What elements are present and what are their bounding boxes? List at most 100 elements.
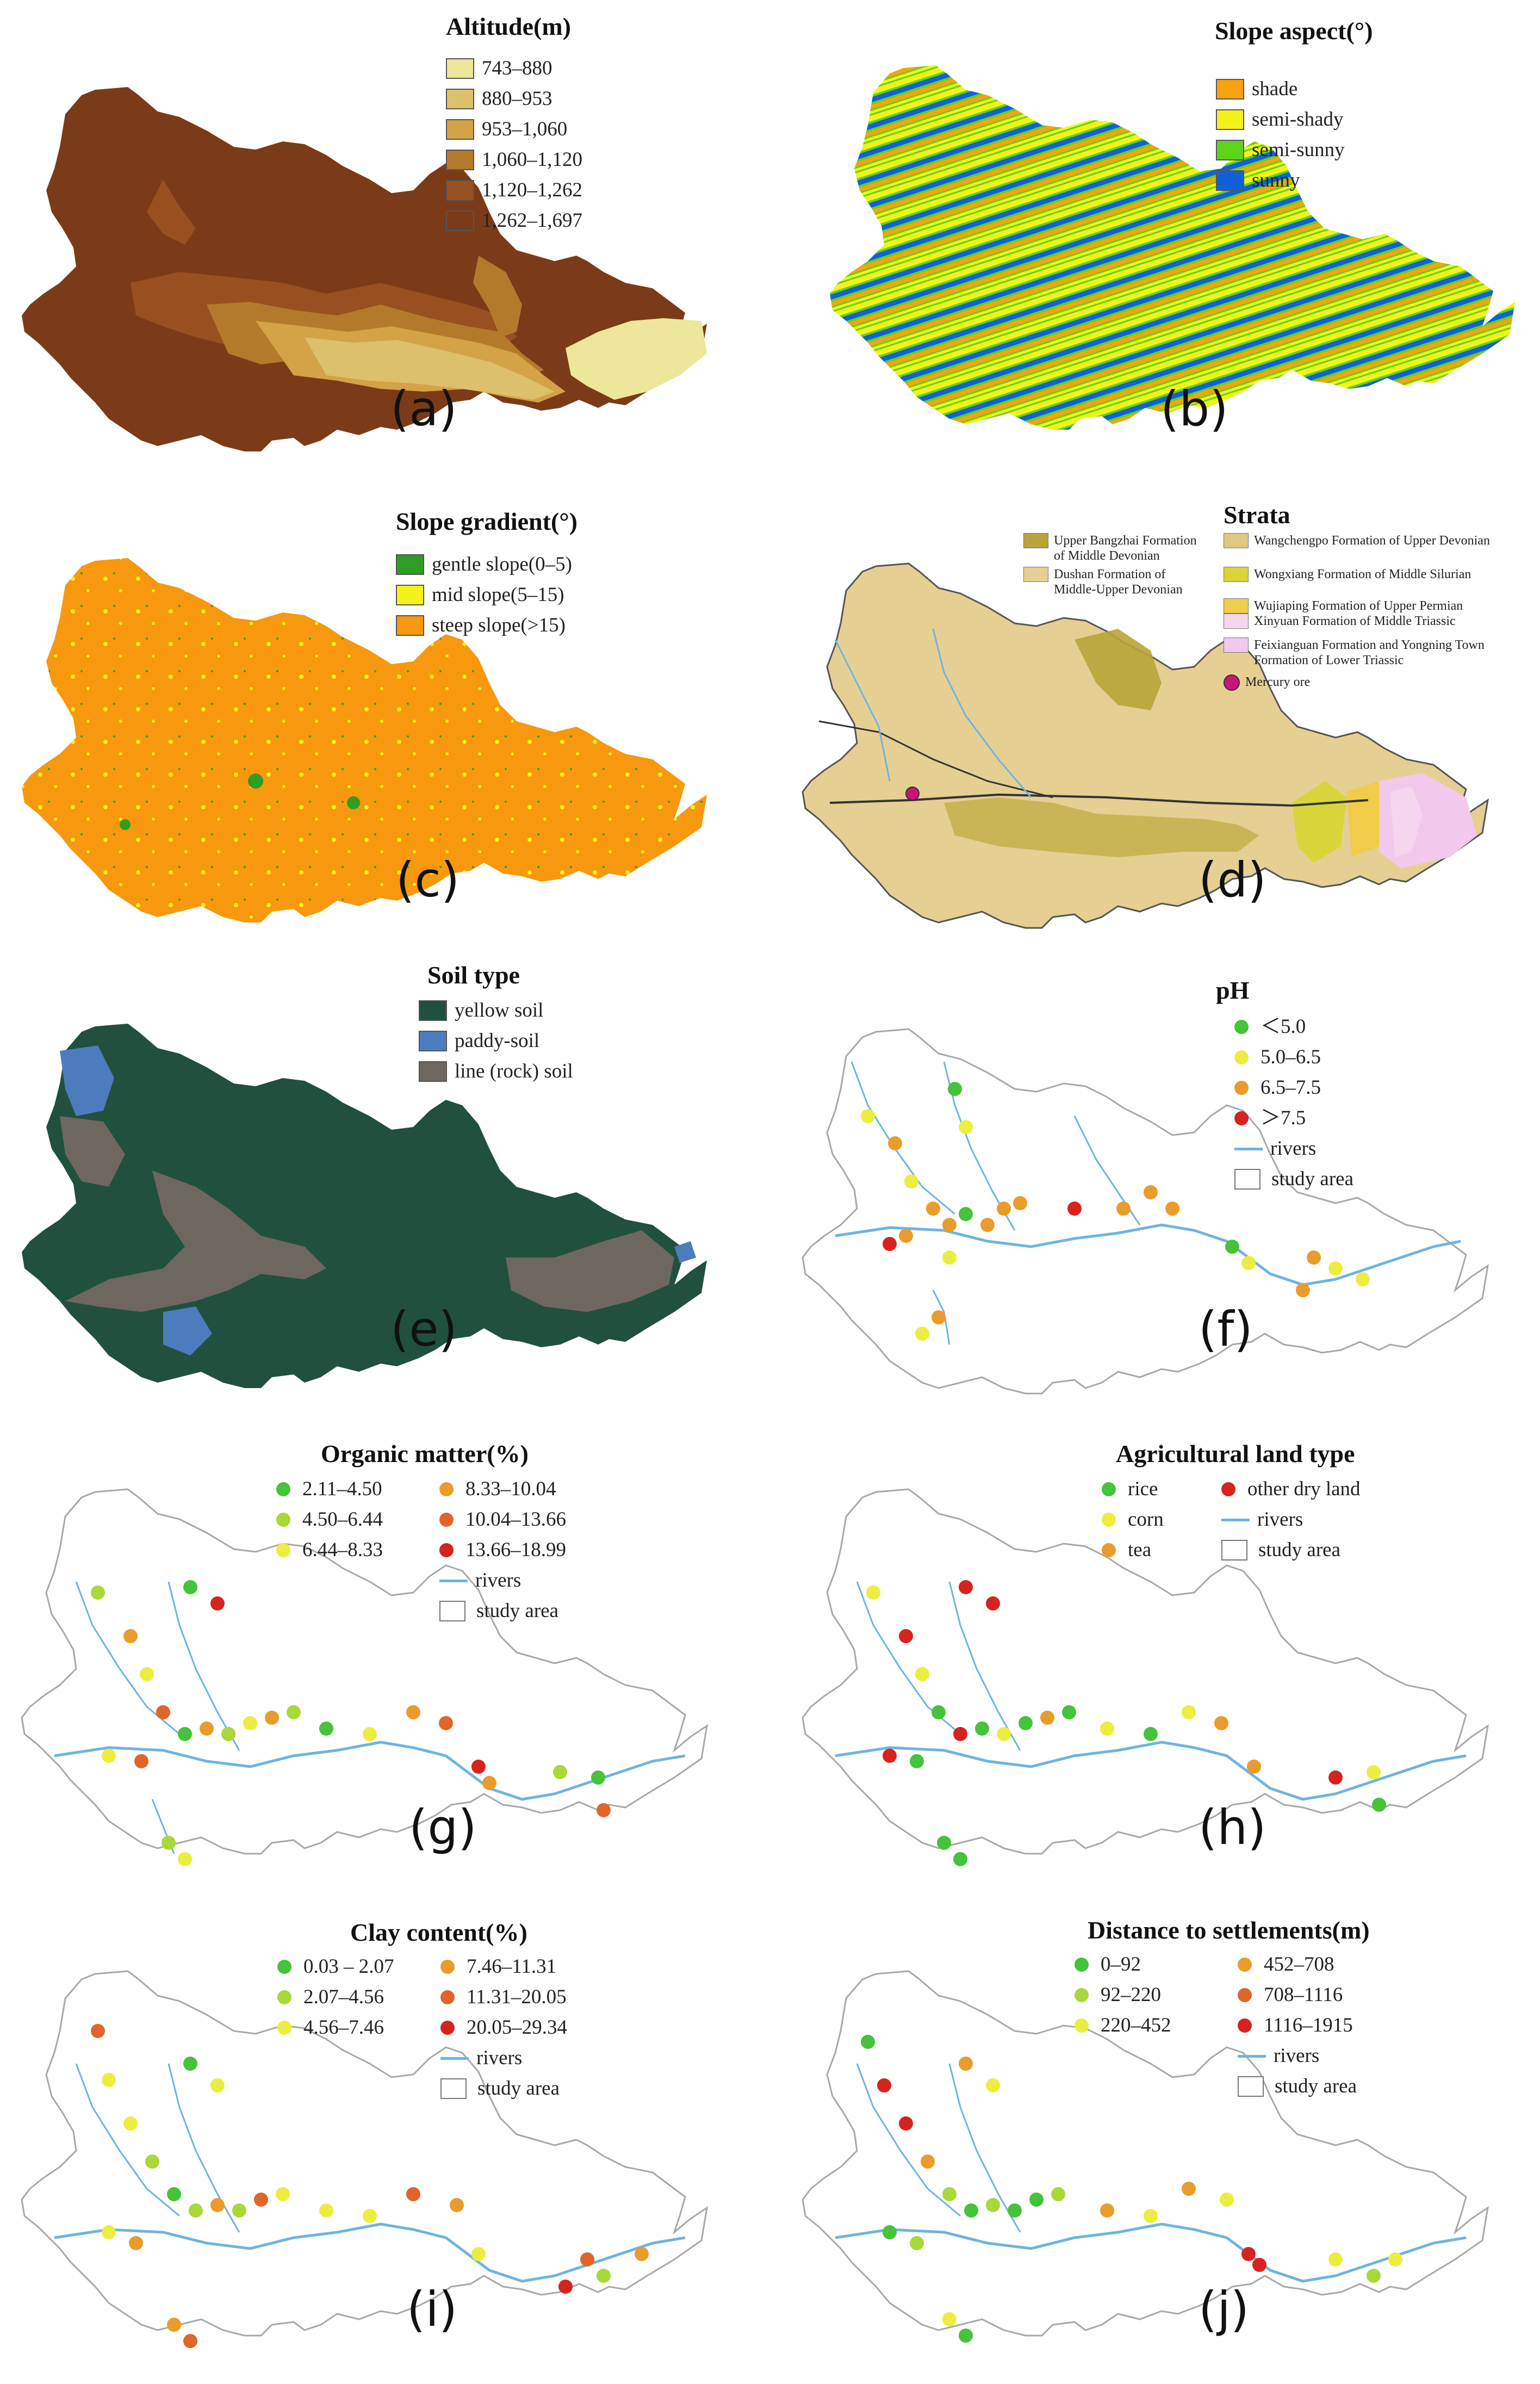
legend-item: Feixianguan Formation and Yongning Town … <box>1224 637 1517 668</box>
swatch <box>446 89 474 109</box>
swatch <box>419 1061 447 1082</box>
panel-label: (d) <box>1199 852 1266 908</box>
legend-item: semi-shady <box>1216 104 1345 135</box>
dot <box>1238 1958 1252 1972</box>
legend-label: study area <box>1275 2075 1357 2097</box>
legend-label: 1,120–1,262 <box>482 179 582 201</box>
panel-label: (f) <box>1199 1301 1253 1357</box>
ph-title: pH <box>1216 976 1250 1004</box>
legend-label: semi-shady <box>1252 108 1344 131</box>
legend-label: 8.33–10.04 <box>465 1478 556 1500</box>
ph-sample-points <box>861 1082 1370 1341</box>
legend-item: gentle slope(0–5) <box>396 549 572 580</box>
legend-item: Wangchengpo Formation of Upper Devonian <box>1224 533 1495 548</box>
legend-label: 4.50–6.44 <box>302 1508 383 1531</box>
soil-type-title: Soil type <box>427 961 520 989</box>
legend-label: Wujiaping Formation of Upper Permian <box>1254 599 1463 613</box>
legend-label: 708–1116 <box>1264 1984 1343 2006</box>
legend-item: 2.07–4.56 <box>277 1982 394 2013</box>
panel-altitude: Altitude(m) 743–880 880–953 953–1,060 1,… <box>0 0 770 476</box>
legend-item: ＜5.0 <box>1234 1012 1353 1042</box>
legend-label: 10.04–13.66 <box>465 1508 566 1531</box>
legend-label: rivers <box>476 2047 523 2069</box>
panel-distance-settlements: Distance to settlements(m) 0–92 92–220 2… <box>770 1906 1540 2384</box>
swatch <box>446 58 474 79</box>
legend-label: 6.44–8.33 <box>302 1539 383 1561</box>
river-line <box>1238 2054 1266 2058</box>
legend-label: study area <box>1271 1168 1354 1190</box>
swatch <box>1216 109 1244 130</box>
legend-label: 1116–1915 <box>1264 2014 1353 2036</box>
panel-label: (a) <box>390 381 457 437</box>
clay-content-map <box>21 1970 708 2348</box>
swatch <box>1224 637 1249 653</box>
swatch <box>446 210 474 231</box>
legend-item: study area <box>439 1596 566 1626</box>
river-line <box>440 2057 469 2060</box>
legend-label: 11.31–20.05 <box>467 1986 567 2008</box>
legend-label: mid slope(5–15) <box>432 584 564 606</box>
river-line <box>1221 1518 1250 1521</box>
legend-item: 5.0–6.5 <box>1234 1042 1353 1073</box>
swatch <box>446 180 474 201</box>
panel-soil-type: Soil type yellow soil paddy-soil line (r… <box>0 953 770 1429</box>
legend-item: 6.5–7.5 <box>1234 1073 1353 1103</box>
legend-label: rice <box>1128 1478 1158 1500</box>
agricultural-land-legend: rice corn tea other dry land rivers stud… <box>1102 1474 1526 1566</box>
dot <box>1075 1958 1089 1972</box>
legend-label: rivers <box>1274 2045 1320 2067</box>
legend-item: line (rock) soil <box>419 1056 573 1087</box>
land-type-sample-points <box>866 1580 1386 1866</box>
panel-ph: pH ＜5.0 5.0–6.5 6.5–7.5 ＞7.5 rivers stud… <box>770 953 1540 1429</box>
legend-label: 880–953 <box>482 88 552 110</box>
panel-label: (c) <box>396 852 460 908</box>
legend-label: other dry land <box>1247 1478 1361 1500</box>
legend-label: semi-sunny <box>1252 139 1345 161</box>
legend-item: rivers <box>1234 1134 1353 1164</box>
legend-item: 10.04–13.66 <box>439 1504 566 1535</box>
legend-item: 7.46–11.31 <box>440 1952 567 1982</box>
legend-item: semi-sunny <box>1216 135 1345 165</box>
legend-label: line (rock) soil <box>455 1060 573 1082</box>
dot <box>439 1482 454 1496</box>
legend-label: steep slope(>15) <box>432 614 566 636</box>
legend-label: 1,060–1,120 <box>482 148 582 171</box>
panel-label: (b) <box>1160 381 1228 437</box>
legend-label: rivers <box>475 1569 521 1592</box>
clay-content-legend: 0.03 – 2.07 2.07–4.56 4.56–7.46 7.46–11.… <box>277 1952 756 2100</box>
study-area-box <box>439 1601 465 1621</box>
legend-label: paddy-soil <box>455 1030 540 1052</box>
dot <box>277 1990 291 2004</box>
swatch <box>1023 567 1048 582</box>
strata-legend: Upper Bangzhai Formation of Middle Devon… <box>1023 533 1535 626</box>
legend-item: 0–92 <box>1075 1949 1171 1980</box>
swatch <box>419 1000 447 1021</box>
dot <box>1221 1482 1235 1496</box>
slope-gradient-map <box>22 558 707 922</box>
swatch <box>396 554 424 575</box>
dot <box>276 1513 290 1527</box>
legend-item: study area <box>1238 2071 1357 2102</box>
legend-label: rivers <box>1257 1508 1303 1531</box>
legend-item: sunny <box>1216 165 1345 196</box>
legend-label: rivers <box>1270 1137 1317 1160</box>
organic-matter-title: Organic matter(%) <box>321 1440 529 1467</box>
legend-item: rivers <box>439 1565 566 1596</box>
dot <box>1102 1543 1116 1557</box>
legend-item: Xinyuan Formation of Middle Triassic <box>1224 614 1517 629</box>
legend-item: 708–1116 <box>1238 1980 1357 2010</box>
legend-label: corn <box>1128 1508 1164 1531</box>
dot <box>1075 1988 1089 2002</box>
legend-item: study area <box>440 2073 567 2104</box>
legend-item: 20.05–29.34 <box>440 2013 567 2043</box>
legend-item: 1,262–1,697 <box>446 206 582 236</box>
legend-label: 7.46–11.31 <box>467 1955 557 1978</box>
swatch <box>396 585 424 605</box>
clay-content-title: Clay content(%) <box>350 1918 527 1946</box>
river-line <box>1234 1147 1263 1150</box>
legend-item: Wongxiang Formation of Middle Silurian <box>1224 567 1495 582</box>
dot <box>1234 1081 1249 1095</box>
slope-gradient-title: Slope gradient(°) <box>396 507 578 535</box>
legend-item: rivers <box>1238 2041 1357 2071</box>
legend-label: 6.5–7.5 <box>1260 1076 1321 1099</box>
